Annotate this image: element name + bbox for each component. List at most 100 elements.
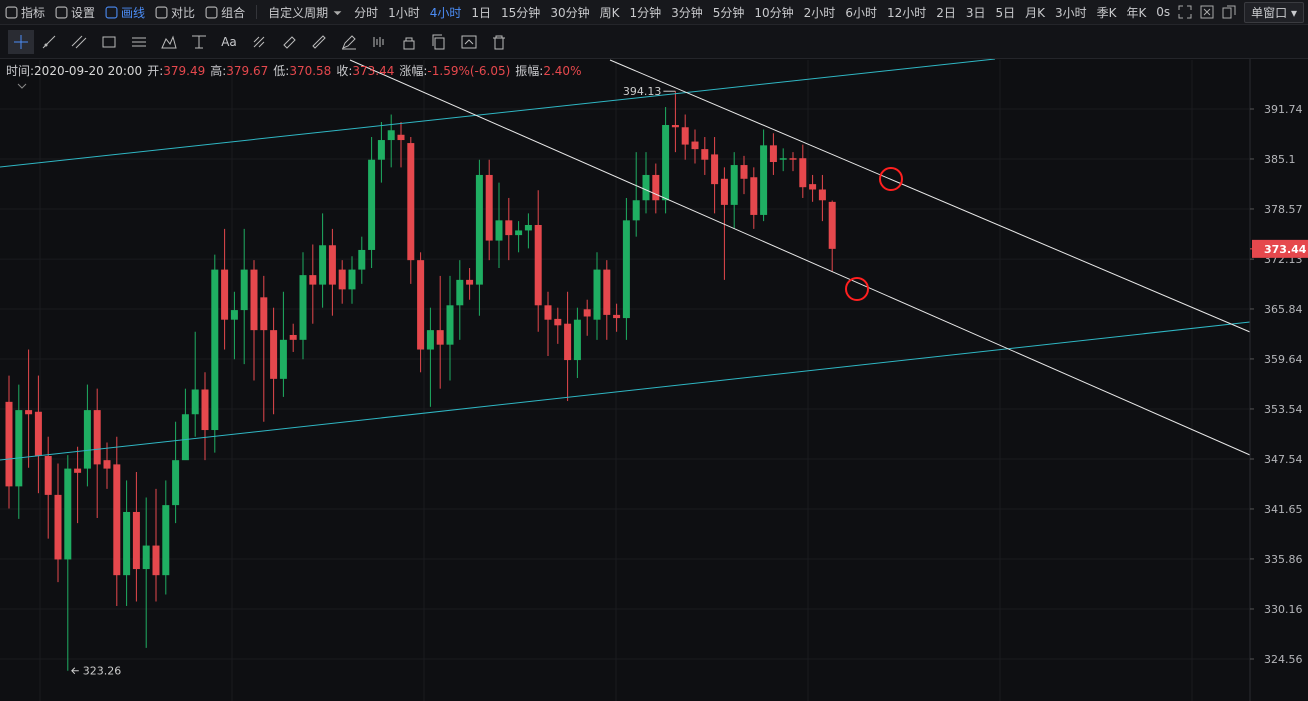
candle-body [240, 269, 248, 311]
separator [256, 5, 258, 19]
info-label: 低: [273, 64, 290, 78]
pen-tool[interactable] [334, 25, 364, 58]
line-tool[interactable] [34, 25, 64, 58]
candle-body [309, 275, 317, 285]
menu: 指标 设置 画线 对比 组合 [0, 4, 250, 21]
candle-body [172, 460, 180, 506]
candle-body [701, 149, 709, 160]
period[interactable]: 2小时 [803, 5, 836, 20]
expand-icon[interactable] [1178, 5, 1192, 19]
candle-body [15, 410, 23, 487]
candle-body [113, 464, 121, 576]
low-marker-arrow [71, 667, 79, 675]
magnet-tool[interactable] [364, 25, 394, 58]
crosshair-tool[interactable] [8, 29, 34, 54]
channel-tool[interactable] [64, 25, 94, 58]
menu-item[interactable]: 指标 [0, 4, 50, 21]
periods: 分时 1小时 4小时 1日 15分钟 30分钟 周K 1分钟 3分钟 5分钟 10分钟 2小时 6小时 1… [349, 4, 1151, 21]
brush-tool[interactable] [244, 25, 274, 58]
pattern-tool[interactable] [154, 25, 184, 58]
period[interactable]: 6小时 [845, 5, 877, 20]
candle-body [319, 245, 327, 285]
period[interactable]: 分时 [354, 5, 379, 20]
y-tick-label: 385.1 [1264, 153, 1296, 166]
menu-item[interactable]: 对比 [150, 4, 200, 21]
candle-body [622, 220, 630, 319]
candle-body [5, 401, 13, 487]
candle-body [632, 200, 640, 221]
hide-tool[interactable] [454, 25, 484, 58]
candle-body [407, 143, 415, 261]
info-label: 涨幅: [399, 64, 428, 78]
info-value: 370.58 [289, 64, 332, 78]
period[interactable]: 周K [599, 5, 620, 20]
eraser-tool[interactable] [274, 25, 304, 58]
period[interactable]: 12小时 [886, 5, 927, 20]
window-mode-label: 单窗口 [1251, 5, 1288, 20]
period[interactable]: 1日 [471, 5, 492, 20]
custom-period[interactable]: 自定义周期 [263, 4, 349, 21]
candle-body [74, 468, 82, 473]
lock-tool[interactable] [394, 25, 424, 58]
candle-body [181, 414, 189, 461]
fib-tool[interactable] [124, 25, 154, 58]
period[interactable]: 5分钟 [712, 5, 745, 20]
menu-item[interactable]: 画线 [100, 4, 150, 21]
top-toolbar: 指标 设置 画线 对比 组合 自定义周期 分时 1小时 4小时 1日 15分钟 30分钟 周K 1分钟… [0, 0, 1308, 25]
candle-body [221, 269, 229, 320]
info-label: 开: [147, 64, 164, 78]
measure-tool[interactable] [184, 25, 214, 58]
candle-body [446, 305, 454, 345]
candle-body [691, 141, 699, 150]
text-tool[interactable]: Aa [214, 25, 244, 58]
period[interactable]: 1分钟 [629, 5, 662, 20]
candle-body [162, 505, 170, 576]
period[interactable]: 3小时 [1055, 5, 1087, 20]
menu-icon [55, 6, 68, 18]
low-marker-label: 323.26 [83, 665, 122, 678]
candle-body [828, 201, 836, 249]
menu-icon [155, 6, 168, 18]
period[interactable]: 4小时 [429, 5, 462, 20]
custom-period-label: 自定义周期 [268, 5, 329, 20]
candle-body [799, 158, 807, 188]
icon-shape [155, 6, 168, 18]
period[interactable]: 年K [1126, 5, 1147, 20]
menu-item[interactable]: 设置 [50, 4, 100, 21]
candles: 394.13 323.26 [5, 85, 836, 678]
trend-line [609, 59, 1251, 333]
period[interactable]: 月K [1025, 5, 1046, 20]
candle-body [123, 511, 131, 576]
y-tick-label: 335.86 [1264, 553, 1303, 566]
window-mode[interactable]: 单窗口 ▾ [1244, 1, 1304, 23]
period[interactable]: 15分钟 [501, 5, 541, 20]
info-value: -1.59%(-6.05) [427, 64, 511, 78]
candle-body [466, 279, 474, 285]
menu-icon [205, 6, 218, 18]
copy-tool[interactable] [424, 25, 454, 58]
period[interactable]: 5日 [995, 5, 1016, 20]
period[interactable]: 3分钟 [671, 5, 703, 20]
candle-body [368, 159, 376, 250]
period[interactable]: 季K [1096, 5, 1117, 20]
candle-body [740, 165, 748, 179]
popout-icon[interactable] [1222, 5, 1236, 19]
period[interactable]: 30分钟 [550, 5, 590, 20]
candle-body [720, 178, 728, 205]
rect-tool[interactable] [94, 25, 124, 58]
settings-icon[interactable] [1200, 5, 1214, 19]
period[interactable]: 3日 [965, 5, 986, 20]
delete-tool[interactable] [484, 25, 514, 58]
candle-body [201, 389, 209, 431]
period[interactable]: 1小时 [388, 5, 420, 20]
period[interactable]: 10分钟 [754, 5, 794, 20]
period[interactable]: 2日 [936, 5, 956, 20]
candle-body [436, 330, 444, 345]
ruler-tool[interactable] [304, 25, 334, 58]
menu-item[interactable]: 组合 [200, 4, 250, 21]
y-tick-label: 365.84 [1264, 303, 1303, 316]
refresh-timer[interactable]: 0s [1156, 5, 1171, 19]
